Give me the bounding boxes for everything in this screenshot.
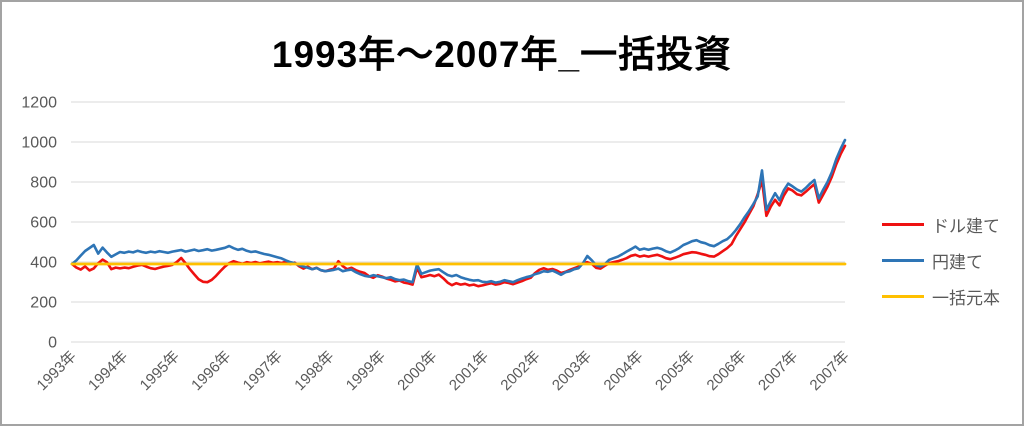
x-tick-label: 2002年: [497, 348, 543, 394]
x-tick-label: 1995年: [137, 348, 183, 394]
x-tick-label: 1994年: [85, 348, 131, 394]
chart-title: 1993年〜2007年_一括投資: [271, 34, 733, 75]
x-tick-label: 2006年: [704, 348, 750, 394]
x-tick-label: 2007年: [807, 348, 853, 394]
y-tick-label: 1000: [21, 135, 57, 152]
legend-item-dollar: ドル建て: [882, 206, 1000, 242]
x-tick-label: 1993年: [34, 348, 80, 394]
legend-label: 一括元本: [932, 288, 1000, 308]
y-tick-label: 0: [48, 335, 57, 352]
series-line-1: [70, 138, 847, 284]
orange-line-icon: [882, 294, 924, 298]
x-tick-label: 2000年: [394, 348, 440, 394]
blue-line-icon: [882, 258, 924, 262]
legend-label: 円建て: [932, 252, 983, 272]
x-tick-label: 1999年: [343, 348, 389, 394]
y-tick-label: 1200: [21, 95, 57, 112]
y-tick-label: 400: [30, 255, 57, 272]
y-tick-label: 600: [30, 215, 57, 232]
x-tick-label: 2005年: [652, 348, 698, 394]
x-tick-label: 1996年: [188, 348, 234, 394]
x-tick-label: 2003年: [549, 348, 595, 394]
series-line-0: [70, 144, 847, 288]
x-tick-label: 1997年: [240, 348, 286, 394]
legend-label: ドル建て: [932, 216, 1000, 236]
x-tick-label: 2007年: [755, 348, 801, 394]
legend-item-yen: 円建て: [882, 242, 1000, 278]
chart-legend: ドル建て 円建て 一括元本: [882, 206, 1000, 314]
x-tick-label: 2001年: [446, 348, 492, 394]
x-tick-label: 2004年: [601, 348, 647, 394]
x-tick-label: 1998年: [291, 348, 337, 394]
legend-item-principal: 一括元本: [882, 278, 1000, 314]
y-tick-label: 200: [30, 295, 57, 312]
red-line-icon: [882, 222, 924, 226]
y-tick-label: 800: [30, 175, 57, 192]
